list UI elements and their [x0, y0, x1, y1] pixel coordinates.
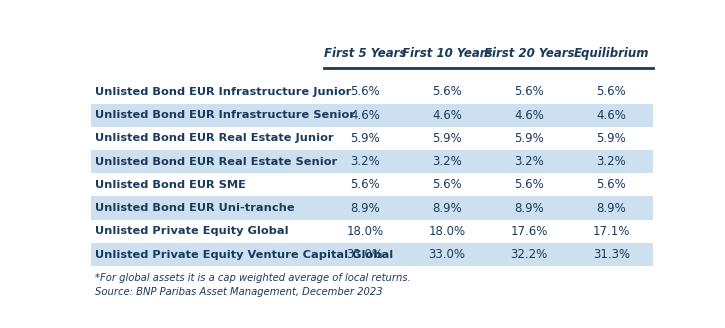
Text: 18.0%: 18.0% — [428, 225, 465, 238]
Text: Unlisted Bond EUR SME: Unlisted Bond EUR SME — [95, 180, 246, 190]
Text: 5.6%: 5.6% — [432, 178, 462, 191]
Text: Unlisted Bond EUR Real Estate Junior: Unlisted Bond EUR Real Estate Junior — [95, 133, 334, 143]
Text: First 20 Years: First 20 Years — [484, 47, 574, 60]
Text: 5.9%: 5.9% — [350, 132, 380, 145]
Text: 5.9%: 5.9% — [514, 132, 544, 145]
Text: 17.6%: 17.6% — [510, 225, 548, 238]
Text: 33.0%: 33.0% — [347, 248, 384, 261]
Text: 5.6%: 5.6% — [597, 178, 626, 191]
Text: 8.9%: 8.9% — [514, 202, 544, 215]
Text: Unlisted Bond EUR Real Estate Senior: Unlisted Bond EUR Real Estate Senior — [95, 156, 337, 167]
Bar — [91, 80, 652, 104]
Text: 33.0%: 33.0% — [428, 248, 465, 261]
Bar — [91, 150, 652, 173]
Bar — [91, 104, 652, 127]
Text: 5.6%: 5.6% — [350, 85, 380, 98]
Text: Source: BNP Paribas Asset Management, December 2023: Source: BNP Paribas Asset Management, De… — [95, 287, 383, 297]
Bar — [91, 173, 652, 196]
Text: 17.1%: 17.1% — [593, 225, 630, 238]
Text: 4.6%: 4.6% — [514, 109, 544, 122]
Text: 3.2%: 3.2% — [597, 155, 626, 168]
Bar — [91, 196, 652, 220]
Text: 31.3%: 31.3% — [593, 248, 630, 261]
Text: 8.9%: 8.9% — [432, 202, 462, 215]
Bar — [91, 243, 652, 266]
Text: First 10 Years: First 10 Years — [402, 47, 492, 60]
Text: Unlisted Private Equity Global: Unlisted Private Equity Global — [95, 226, 289, 236]
Text: 8.9%: 8.9% — [597, 202, 626, 215]
Text: 5.9%: 5.9% — [432, 132, 462, 145]
Bar — [91, 220, 652, 243]
Text: Unlisted Bond EUR Infrastructure Junior: Unlisted Bond EUR Infrastructure Junior — [95, 87, 352, 97]
Text: 3.2%: 3.2% — [350, 155, 380, 168]
Text: 32.2%: 32.2% — [510, 248, 548, 261]
Text: 5.6%: 5.6% — [514, 178, 544, 191]
Text: Unlisted Bond EUR Infrastructure Senior: Unlisted Bond EUR Infrastructure Senior — [95, 110, 355, 120]
Text: 5.6%: 5.6% — [597, 85, 626, 98]
Text: 4.6%: 4.6% — [432, 109, 462, 122]
Text: *For global assets it is a cap weighted average of local returns.: *For global assets it is a cap weighted … — [95, 273, 411, 283]
Bar — [91, 127, 652, 150]
Text: 5.6%: 5.6% — [432, 85, 462, 98]
Text: 3.2%: 3.2% — [514, 155, 544, 168]
Text: 8.9%: 8.9% — [350, 202, 380, 215]
Text: 3.2%: 3.2% — [432, 155, 462, 168]
Text: First 5 Years: First 5 Years — [323, 47, 406, 60]
Text: Unlisted Bond EUR Uni-tranche: Unlisted Bond EUR Uni-tranche — [95, 203, 295, 213]
Text: 5.9%: 5.9% — [597, 132, 626, 145]
Text: 5.6%: 5.6% — [350, 178, 380, 191]
Text: Unlisted Private Equity Venture Capital Global: Unlisted Private Equity Venture Capital … — [95, 250, 394, 259]
Text: Equilibrium: Equilibrium — [573, 47, 649, 60]
Text: 5.6%: 5.6% — [514, 85, 544, 98]
Text: 18.0%: 18.0% — [347, 225, 384, 238]
Text: 4.6%: 4.6% — [350, 109, 380, 122]
Text: 4.6%: 4.6% — [597, 109, 626, 122]
